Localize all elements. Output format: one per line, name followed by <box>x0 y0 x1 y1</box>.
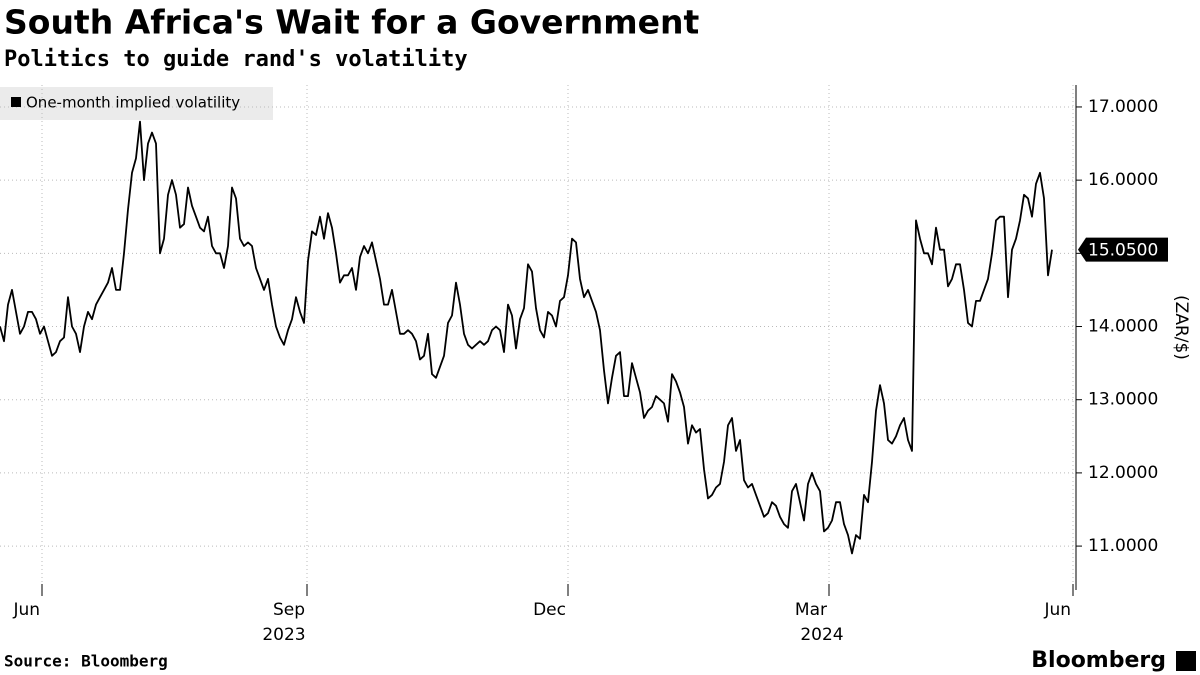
y-tick-label: 12.0000 <box>1088 463 1158 483</box>
brand: Bloomberg <box>1031 648 1166 673</box>
legend-box <box>0 87 273 120</box>
last-value-box <box>1078 237 1168 262</box>
chart-subtitle: Politics to guide rand's volatility <box>4 47 468 72</box>
x-tick-label: Jun <box>1043 600 1071 620</box>
x-group-label: 2023 <box>262 625 305 645</box>
y-tick-label: 16.0000 <box>1088 170 1158 190</box>
x-tick-label: Jun <box>12 600 40 620</box>
source: Source: Bloomberg <box>4 652 168 671</box>
line <box>0 120 1053 555</box>
brand-icon <box>1176 651 1196 671</box>
x-tick-label: Sep <box>273 600 305 620</box>
y-tick-label: 14.0000 <box>1088 317 1158 337</box>
y-axis-label: (ZAR/$) <box>1171 295 1191 360</box>
legend-label: One-month implied volatility <box>26 94 240 112</box>
y-tick-label: 13.0000 <box>1088 390 1158 410</box>
last-value-label: 15.0500 <box>1088 241 1158 261</box>
x-tick-label: Dec <box>533 600 566 620</box>
legend-marker <box>11 97 21 107</box>
y-tick-label: 11.0000 <box>1088 536 1158 556</box>
y-tick-label: 17.0000 <box>1088 97 1158 117</box>
x-group-label: 2024 <box>800 625 843 645</box>
chart-title: South Africa's Wait for a Government <box>4 3 700 42</box>
x-tick-label: Mar <box>795 600 827 620</box>
